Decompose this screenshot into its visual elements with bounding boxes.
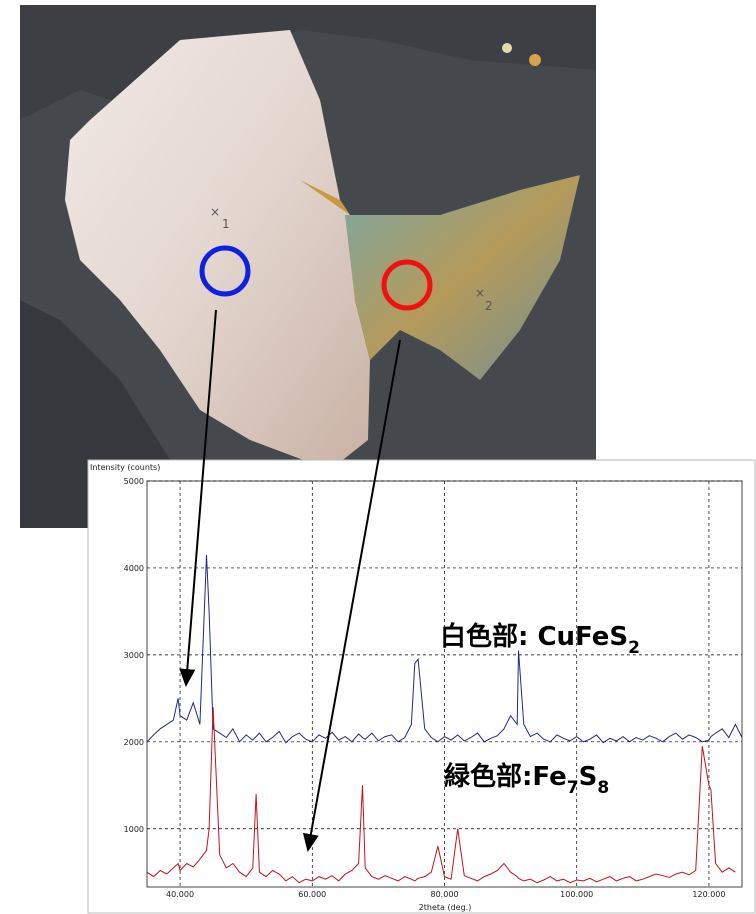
x-tick-label: 120.000 [692, 890, 725, 899]
annotation-text: 緑色部:Fe [444, 761, 567, 792]
x-tick-label: 40.000 [166, 890, 194, 899]
x-tick-label: 80.000 [431, 890, 459, 899]
marker-cross: × [210, 205, 220, 219]
annotation-subscript: 8 [597, 778, 609, 798]
marker-label: 2 [485, 299, 493, 313]
micrograph: × 1 × 2 [20, 5, 596, 528]
y-tick-label: 3000 [124, 651, 144, 660]
annotation-subscript: 7 [567, 778, 579, 798]
xrd-chart: Intensity (counts) 2theta (deg.) 1000 200… [88, 460, 755, 913]
x-tick-label: 100.000 [560, 890, 593, 899]
annotation-subscript: 2 [628, 638, 640, 658]
marker-cross: × [475, 286, 485, 300]
y-axis-label: Intensity (counts) [90, 463, 160, 472]
y-tick-label: 2000 [124, 738, 144, 747]
y-tick-label: 4000 [124, 564, 144, 573]
annotation-text: S [579, 762, 598, 792]
x-tick-label: 60.000 [298, 890, 326, 899]
page: × 1 × 2 Intensity (counts) 2theta (deg.)… [0, 0, 756, 914]
y-tick-label: 1000 [124, 825, 144, 834]
marker-label: 1 [222, 217, 230, 231]
annotation-text: 白色部: CuFeS [440, 621, 628, 652]
x-axis-label: 2theta (deg.) [419, 903, 472, 912]
y-tick-label: 5000 [124, 477, 144, 486]
